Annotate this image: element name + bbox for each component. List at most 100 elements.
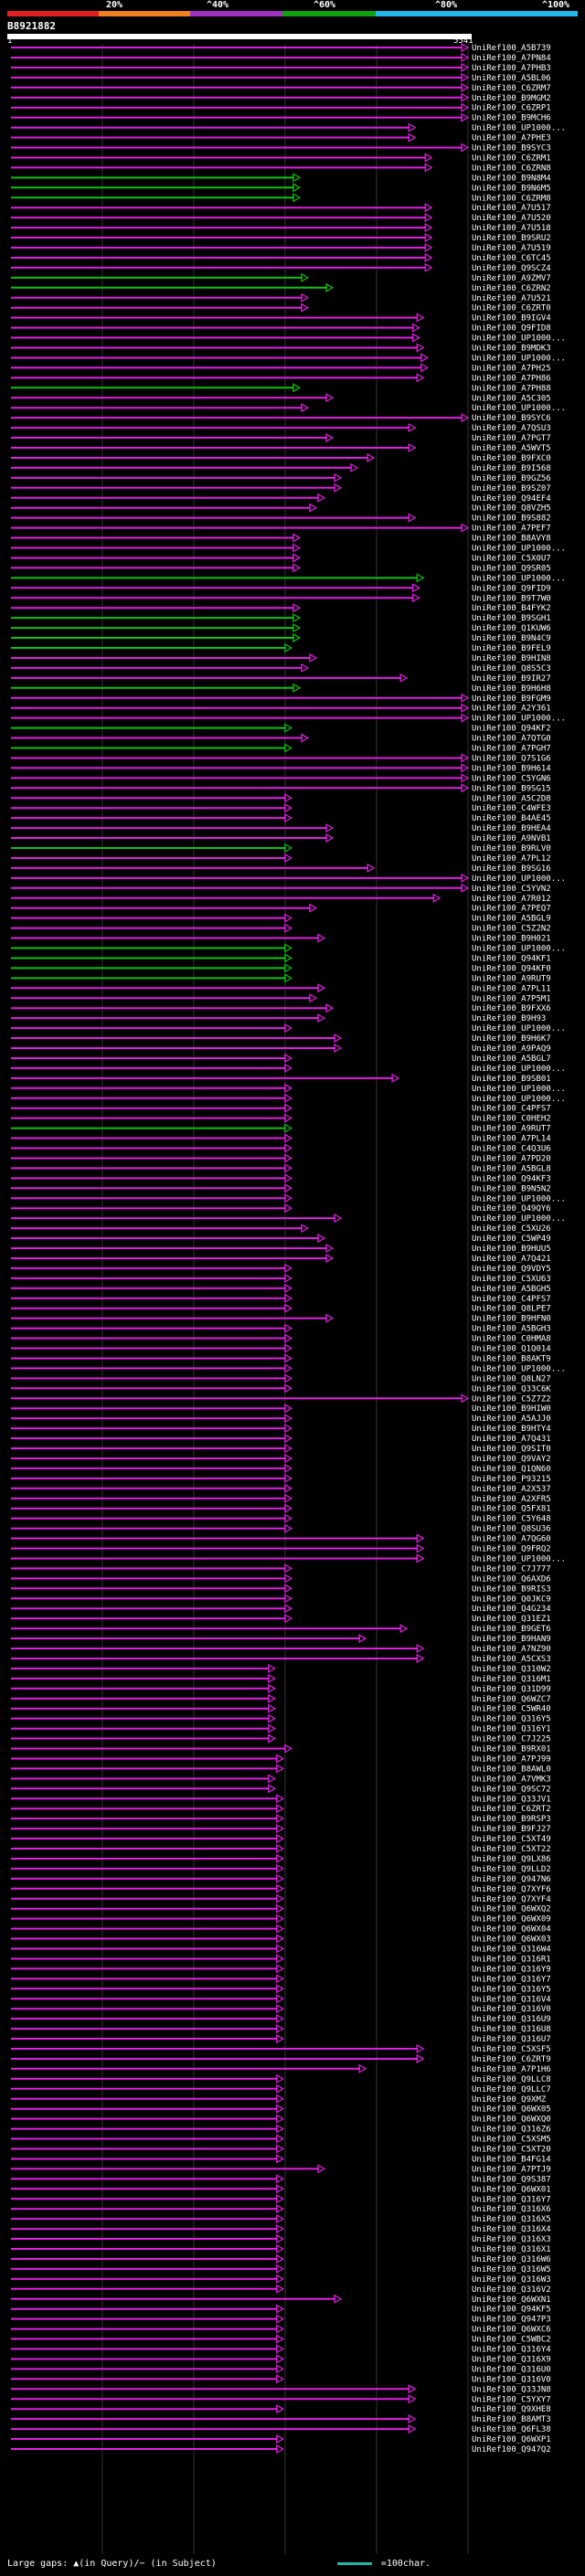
- hit-label[interactable]: UniRef100_C0HMA8: [472, 1335, 551, 1344]
- hit-label[interactable]: UniRef100_C5XSF5: [472, 2045, 551, 2054]
- hit-label[interactable]: UniRef100_B9H614: [472, 764, 551, 773]
- hit-label[interactable]: UniRef100_Q1KUW6: [472, 624, 551, 633]
- hit-label[interactable]: UniRef100_B9SG16: [472, 864, 551, 874]
- hit-label[interactable]: UniRef100_Q316U7: [472, 2035, 551, 2044]
- hit-label[interactable]: UniRef100_C5XT22: [472, 1845, 551, 1854]
- hit-label[interactable]: UniRef100_Q316X5: [472, 2215, 551, 2224]
- hit-label[interactable]: UniRef100_B9RIS3: [472, 1585, 551, 1594]
- hit-label[interactable]: UniRef100_A7Q421: [472, 1255, 551, 1264]
- hit-label[interactable]: UniRef100_UP1000...: [472, 945, 566, 954]
- hit-label[interactable]: UniRef100_UP1000...: [472, 875, 566, 884]
- hit-label[interactable]: UniRef100_B8AVY8: [472, 535, 551, 544]
- hit-label[interactable]: UniRef100_A2X537: [472, 1485, 551, 1494]
- hit-label[interactable]: UniRef100_Q9FID8: [472, 324, 551, 334]
- hit-label[interactable]: UniRef100_Q316Y1: [472, 1725, 551, 1734]
- hit-label[interactable]: UniRef100_C6TC45: [472, 254, 551, 263]
- hit-label[interactable]: UniRef100_Q6WXP1: [472, 2435, 551, 2444]
- hit-label[interactable]: UniRef100_B9H6K7: [472, 1034, 551, 1044]
- hit-label[interactable]: UniRef100_B9H93: [472, 1014, 546, 1023]
- hit-label[interactable]: UniRef100_Q9VAY2: [472, 1455, 551, 1464]
- hit-label[interactable]: UniRef100_Q316V4: [472, 1995, 551, 2004]
- hit-label[interactable]: UniRef100_UP1000...: [472, 1554, 566, 1564]
- hit-label[interactable]: UniRef100_Q316Y5: [472, 1715, 551, 1724]
- hit-label[interactable]: UniRef100_Q8LN27: [472, 1374, 551, 1383]
- hit-label[interactable]: UniRef100_A7PEF7: [472, 525, 551, 534]
- hit-label[interactable]: UniRef100_Q316U0: [472, 2365, 551, 2374]
- hit-label[interactable]: UniRef100_C5XT49: [472, 1835, 551, 1844]
- hit-label[interactable]: UniRef100_Q0JKC9: [472, 1595, 551, 1604]
- hit-label[interactable]: UniRef100_B9I568: [472, 464, 551, 473]
- hit-label[interactable]: UniRef100_UP1000...: [472, 545, 566, 554]
- hit-label[interactable]: UniRef100_Q316Y7: [472, 2195, 551, 2204]
- hit-label[interactable]: UniRef100_A7P1H6: [472, 2065, 551, 2074]
- hit-label[interactable]: UniRef100_A5BL06: [472, 74, 551, 83]
- hit-label[interactable]: UniRef100_UP1000...: [472, 1214, 566, 1224]
- hit-label[interactable]: UniRef100_B8AKT9: [472, 1354, 551, 1363]
- hit-label[interactable]: UniRef100_Q9SC72: [472, 1785, 551, 1794]
- hit-label[interactable]: UniRef100_B8AWL0: [472, 1765, 551, 1774]
- hit-label[interactable]: UniRef100_C7J777: [472, 1564, 551, 1574]
- hit-label[interactable]: UniRef100_A5C305: [472, 394, 551, 403]
- hit-label[interactable]: UniRef100_C6ZRM7: [472, 84, 551, 93]
- hit-label[interactable]: UniRef100_B9MGM2: [472, 94, 551, 103]
- hit-label[interactable]: UniRef100_B9IGV4: [472, 314, 551, 323]
- hit-label[interactable]: UniRef100_UP1000...: [472, 715, 566, 724]
- hit-label[interactable]: UniRef100_Q9XMZ: [472, 2095, 547, 2104]
- hit-label[interactable]: UniRef100_C5Z7Z2: [472, 1394, 551, 1404]
- hit-label[interactable]: UniRef100_A7R012: [472, 895, 551, 904]
- hit-label[interactable]: UniRef100_C5XU63: [472, 1275, 551, 1284]
- hit-label[interactable]: UniRef100_UP1000...: [472, 1095, 566, 1104]
- hit-label[interactable]: UniRef100_C5YVN2: [472, 885, 551, 894]
- hit-label[interactable]: UniRef100_UP1000...: [472, 1024, 566, 1034]
- hit-label[interactable]: UniRef100_C4PFS7: [472, 1295, 551, 1304]
- hit-label[interactable]: UniRef100_UP1000...: [472, 354, 566, 363]
- hit-label[interactable]: UniRef100_A7PTJ9: [472, 2165, 551, 2174]
- hit-label[interactable]: UniRef100_Q7S1G6: [472, 754, 551, 763]
- hit-label[interactable]: UniRef100_Q316Y9: [472, 1965, 551, 1974]
- hit-label[interactable]: UniRef100_Q316M1: [472, 1675, 551, 1684]
- hit-label[interactable]: UniRef100_UP1000...: [472, 1065, 566, 1074]
- hit-label[interactable]: UniRef100_B9FGM9: [472, 694, 551, 704]
- hit-label[interactable]: UniRef100_C6ZRN8: [472, 164, 551, 173]
- hit-label[interactable]: UniRef100_Q8SU36: [472, 1525, 551, 1534]
- hit-label[interactable]: UniRef100_Q316V0: [472, 2005, 551, 2014]
- hit-label[interactable]: UniRef100_A2XFR5: [472, 1495, 551, 1504]
- hit-label[interactable]: UniRef100_Q9LLD2: [472, 1865, 551, 1874]
- hit-label[interactable]: UniRef100_A7PGH7: [472, 745, 551, 754]
- hit-label[interactable]: UniRef100_C6ZRM1: [472, 154, 551, 163]
- hit-label[interactable]: UniRef100_A7PHE3: [472, 134, 551, 143]
- hit-label[interactable]: UniRef100_C5WBC2: [472, 2336, 551, 2345]
- hit-label[interactable]: UniRef100_A5CXS3: [472, 1655, 551, 1664]
- hit-label[interactable]: UniRef100_Q9FRQ2: [472, 1545, 551, 1554]
- hit-label[interactable]: UniRef100_Q316W6: [472, 2255, 551, 2264]
- hit-label[interactable]: UniRef100_A7VMK3: [472, 1775, 551, 1784]
- hit-label[interactable]: UniRef100_B4AE45: [472, 814, 551, 823]
- hit-label[interactable]: UniRef100_A7PL11: [472, 984, 551, 993]
- hit-label[interactable]: UniRef100_C6ZRP1: [472, 104, 551, 113]
- hit-label[interactable]: UniRef100_A7PD20: [472, 1154, 551, 1163]
- hit-label[interactable]: UniRef100_Q316W4: [472, 1945, 551, 1955]
- hit-label[interactable]: UniRef100_B9HFN0: [472, 1315, 551, 1324]
- hit-label[interactable]: UniRef100_Q9LX86: [472, 1855, 551, 1864]
- hit-label[interactable]: UniRef100_A5BGL8: [472, 1164, 551, 1173]
- hit-label[interactable]: UniRef100_Q31EZ1: [472, 1615, 551, 1624]
- hit-label[interactable]: UniRef100_UP1000...: [472, 1364, 566, 1373]
- hit-label[interactable]: UniRef100_B9HIW0: [472, 1405, 551, 1414]
- hit-label[interactable]: UniRef100_P93215: [472, 1475, 551, 1484]
- hit-label[interactable]: UniRef100_C5YXY7: [472, 2395, 551, 2404]
- hit-label[interactable]: UniRef100_A5BGH3: [472, 1325, 551, 1334]
- hit-label[interactable]: UniRef100_B9N8M4: [472, 174, 551, 183]
- hit-label[interactable]: UniRef100_C6ZRM8: [472, 194, 551, 203]
- hit-label[interactable]: UniRef100_B9IR27: [472, 674, 551, 684]
- hit-label[interactable]: UniRef100_B9RX01: [472, 1745, 551, 1754]
- hit-label[interactable]: UniRef100_A9RUT7: [472, 1125, 551, 1134]
- hit-label[interactable]: UniRef100_A7PHB3: [472, 64, 551, 73]
- hit-label[interactable]: UniRef100_UP1000...: [472, 1085, 566, 1094]
- hit-label[interactable]: UniRef100_Q5FX81: [472, 1505, 551, 1514]
- hit-label[interactable]: UniRef100_C7J225: [472, 1735, 551, 1744]
- hit-label[interactable]: UniRef100_Q310W2: [472, 1665, 551, 1674]
- hit-label[interactable]: UniRef100_A5BGL7: [472, 1055, 551, 1064]
- hit-label[interactable]: UniRef100_Q6FL38: [472, 2425, 551, 2434]
- hit-label[interactable]: UniRef100_Q9SIT0: [472, 1445, 551, 1454]
- hit-label[interactable]: UniRef100_B9GET6: [472, 1625, 551, 1634]
